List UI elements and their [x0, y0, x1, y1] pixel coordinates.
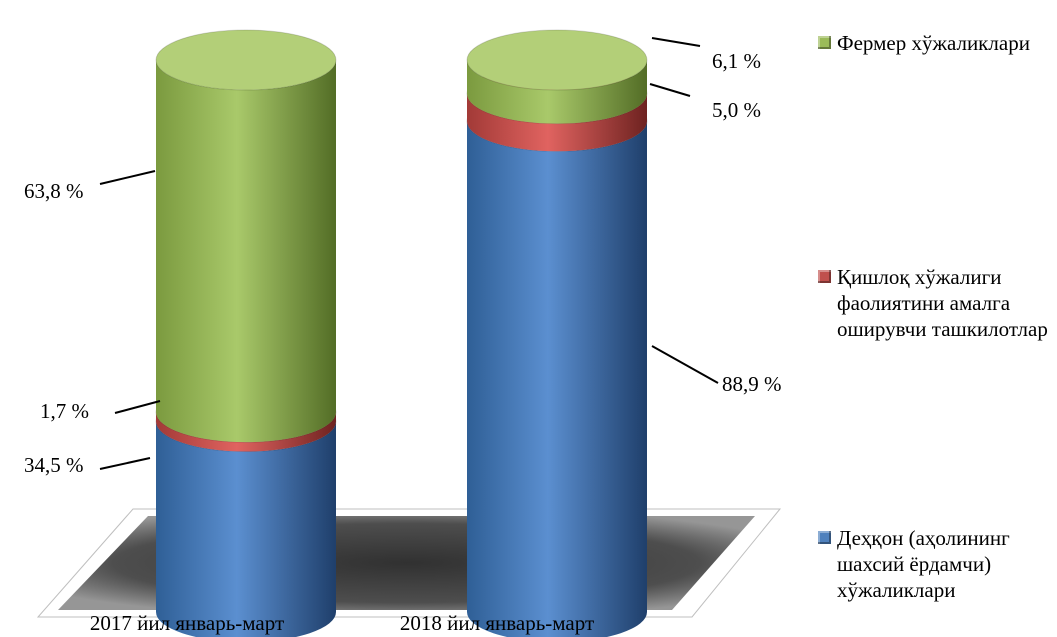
- legend-swatch-farmer: [818, 36, 831, 49]
- data-label-organizations-2017: 1,7 %: [40, 399, 89, 423]
- cylinder-segment-farmer-2017: [155, 29, 337, 443]
- cylinder-body: [156, 421, 336, 637]
- cylinder-body: [156, 412, 336, 452]
- leader-line-farmer-2017: [99, 170, 156, 185]
- legend-label-dehqon: Деҳқон (аҳолининг шахсий ёрдамчи) хўжали…: [837, 526, 1010, 602]
- x-tick-label-2017: 2017 йил январь-март: [90, 611, 284, 635]
- leader-line-organizations-2018: [649, 83, 691, 97]
- cylinder-body: [467, 93, 647, 152]
- data-label-farmer-2017: 63,8 %: [24, 179, 84, 203]
- leader-line-farmer-2018: [651, 37, 701, 47]
- legend-swatch-organizations: [818, 270, 831, 283]
- cylinder-cap: [466, 29, 648, 91]
- cylinder-segment-dehqon-2018: [466, 90, 648, 637]
- legend-swatch-dehqon: [818, 531, 831, 544]
- leader-line-dehqon-2017: [99, 457, 151, 470]
- data-label-dehqon-2017: 34,5 %: [24, 453, 84, 477]
- legend-label-organizations: Қишлоқ хўжалиги фаолиятини амалга оширув…: [837, 265, 1048, 341]
- data-label-dehqon-2018: 88,9 %: [722, 372, 782, 396]
- data-label-organizations-2018: 5,0 %: [712, 98, 761, 122]
- cylinder-cap: [155, 29, 337, 91]
- cylinder-body: [156, 60, 336, 443]
- cylinder-body: [467, 121, 647, 637]
- cylinder-segment-farmer-2018: [466, 29, 648, 124]
- data-label-farmer-2018: 6,1 %: [712, 49, 761, 73]
- leader-line-organizations-2017: [114, 400, 161, 414]
- x-tick-label-2018: 2018 йил январь-март: [400, 611, 594, 635]
- leader-line-dehqon-2018: [651, 345, 719, 384]
- legend-label-farmer: Фермер хўжаликлари: [837, 31, 1030, 55]
- cylinder-body: [467, 60, 647, 124]
